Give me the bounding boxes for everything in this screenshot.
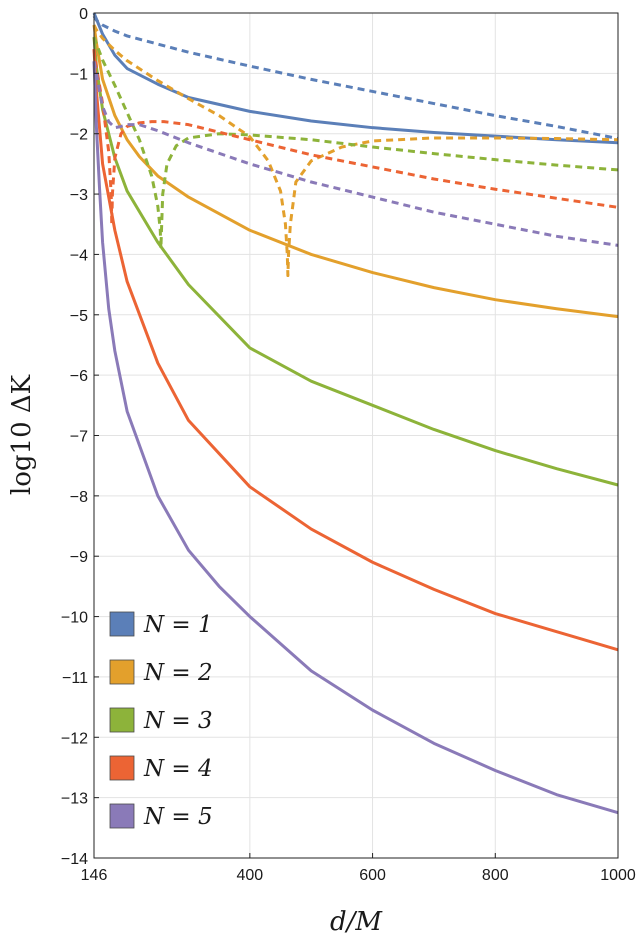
y-tick-label: −2 — [70, 127, 88, 144]
y-tick-label: −11 — [62, 670, 88, 687]
y-tick-label: −14 — [61, 851, 88, 868]
y-tick-label: −3 — [70, 187, 88, 204]
legend-label: N = 3 — [143, 708, 213, 734]
y-tick-label: −7 — [70, 429, 88, 446]
series-line-n=3-solid — [92, 37, 619, 487]
series-line-n=3-dashed — [92, 36, 619, 250]
legend-label: N = 4 — [143, 756, 213, 782]
y-tick-label: −12 — [61, 730, 88, 747]
y-tick-label: −4 — [70, 247, 88, 264]
legend-swatch — [109, 659, 135, 685]
series-line-n=4-solid — [92, 49, 619, 652]
series-line-n=5-dashed — [92, 60, 619, 247]
legend-swatch — [109, 611, 135, 637]
series-line-n=2-solid — [92, 24, 619, 319]
y-axis-title: log10 ΔK — [7, 374, 37, 495]
series-line-n=1-dashed — [92, 15, 619, 141]
legend: N = 1 N = 2 N = 3 N = 4 N = 5 — [109, 611, 213, 830]
series-line-n=5-solid — [92, 61, 619, 815]
legend-label: N = 1 — [143, 612, 213, 638]
x-axis-title: d/M — [330, 907, 383, 937]
y-tick-label: −1 — [70, 66, 88, 83]
x-tick-label: 146 — [81, 867, 108, 884]
legend-label: N = 5 — [143, 804, 213, 830]
legend-swatch — [109, 803, 135, 829]
y-tick-label: −10 — [61, 610, 88, 627]
y-axis-ticks: 0 −1 −2 −3 −4 −5 −6 −7 −8 −9 −10 −11 −12 −13 −14 — [61, 6, 99, 868]
x-tick-label: 1000 — [600, 867, 636, 884]
y-tick-label: −9 — [70, 549, 88, 566]
legend-label: N = 2 — [143, 660, 213, 686]
series-lines — [92, 12, 619, 815]
y-tick-label: −6 — [70, 368, 88, 385]
y-tick-label: −8 — [70, 489, 88, 506]
legend-swatch — [109, 707, 135, 733]
x-tick-label: 600 — [359, 867, 386, 884]
series-line-n=1-solid — [92, 12, 619, 145]
y-tick-label: −5 — [70, 308, 88, 325]
legend-swatch — [109, 755, 135, 781]
series-line-n=2-dashed — [92, 24, 619, 278]
x-tick-label: 800 — [482, 867, 509, 884]
series-line-n=4-dashed — [92, 49, 619, 226]
y-tick-label: 0 — [79, 6, 88, 23]
y-tick-label: −13 — [61, 791, 88, 808]
x-axis-ticks: 146 400 600 800 1000 — [81, 853, 636, 884]
x-tick-label: 400 — [236, 867, 263, 884]
